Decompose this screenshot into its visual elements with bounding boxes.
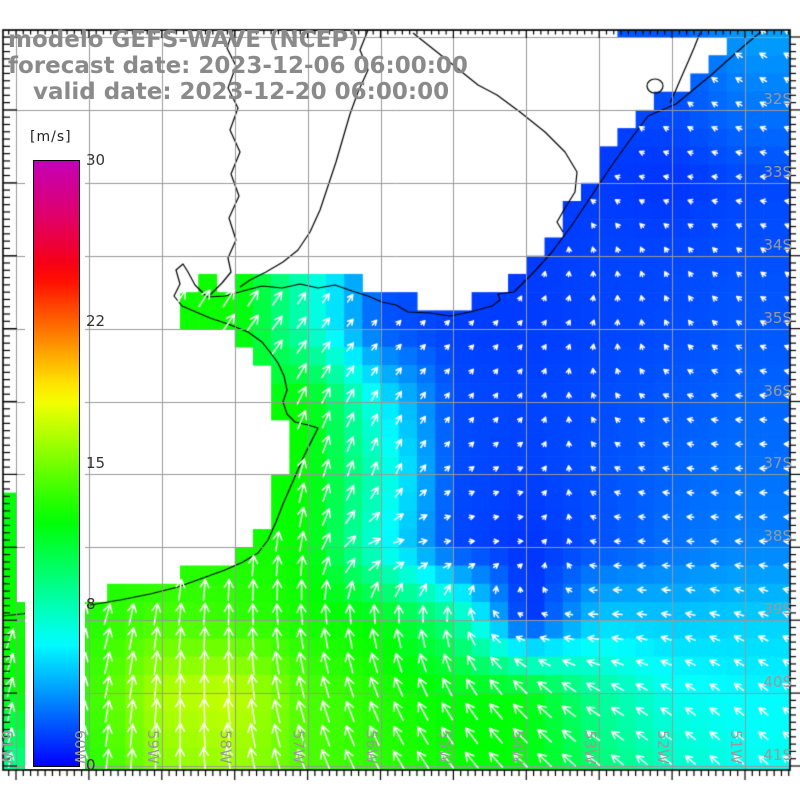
lat-label-36s: 36S bbox=[763, 381, 792, 400]
lat-label-34s: 34S bbox=[763, 235, 792, 254]
colorbar-unit-label: [m/s] bbox=[30, 129, 72, 145]
model-title: modelo GEFS-WAVE (NCEP) bbox=[8, 27, 359, 53]
lon-label-57w: 57W bbox=[289, 730, 308, 764]
colorbar-tick-15: 15 bbox=[86, 453, 106, 472]
plot-title-block: modelo GEFS-WAVE (NCEP) forecast date: 2… bbox=[8, 27, 468, 105]
lat-label-33s: 33S bbox=[763, 162, 792, 181]
valid-date: valid date: 2023-12-20 06:00:00 bbox=[33, 79, 450, 105]
lat-label-37s: 37S bbox=[763, 454, 792, 473]
lat-label-39s: 39S bbox=[763, 600, 792, 619]
lon-label-51w: 51W bbox=[727, 730, 745, 764]
lon-label-59w: 59W bbox=[143, 730, 162, 764]
colorbar-gradient bbox=[33, 160, 80, 767]
colorbar-tick-8: 8 bbox=[86, 594, 96, 613]
colorbar-tick-30: 30 bbox=[86, 151, 106, 169]
lat-label-38s: 38S bbox=[763, 527, 792, 546]
lon-label-55w: 55W bbox=[435, 730, 454, 764]
lon-label-54w: 54W bbox=[508, 730, 527, 764]
lat-label-32s: 32S bbox=[763, 89, 792, 108]
colorbar-tick-22: 22 bbox=[86, 312, 106, 331]
lat-label-35s: 35S bbox=[763, 308, 792, 327]
lat-label-40s: 40S bbox=[763, 673, 792, 692]
lon-label-60w: 60W bbox=[70, 730, 89, 764]
lon-label-61w: 61W bbox=[0, 730, 16, 764]
lon-label-53w: 53W bbox=[581, 730, 600, 764]
colorbar-tick-0: 0 bbox=[86, 756, 96, 774]
lat-label-41s: 41S bbox=[763, 746, 792, 764]
lon-label-56w: 56W bbox=[362, 730, 381, 764]
lon-label-58w: 58W bbox=[216, 730, 235, 764]
forecast-date: forecast date: 2023-12-06 06:00:00 bbox=[8, 53, 468, 79]
lon-label-52w: 52W bbox=[654, 730, 673, 764]
